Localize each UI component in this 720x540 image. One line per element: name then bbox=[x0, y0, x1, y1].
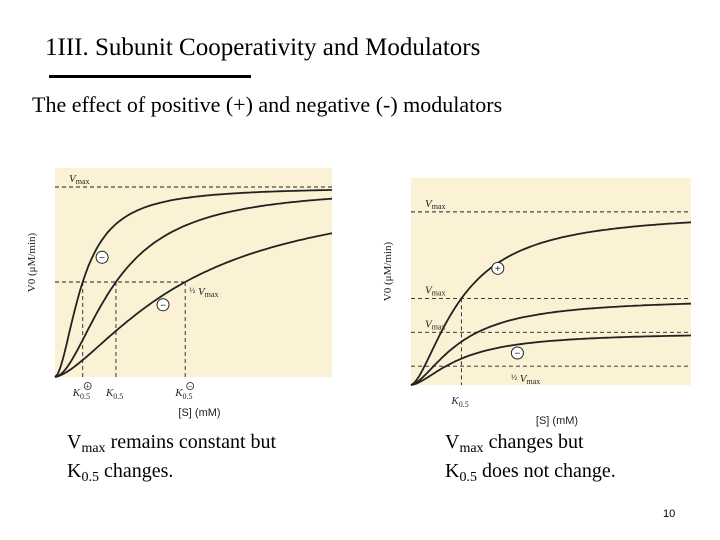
chart1-k-mark-sign: + bbox=[86, 384, 90, 391]
caption-right-text2: does not change. bbox=[476, 460, 616, 482]
chart2-curve-positive-modulator bbox=[410, 221, 692, 386]
chart2-modulator-sign: + bbox=[495, 264, 501, 275]
chart1-modulator-sign: − bbox=[160, 300, 166, 311]
chart1-half-vmax-label: ½ Vmax bbox=[189, 286, 218, 299]
chart1-plot-area bbox=[55, 168, 332, 377]
caption-right-v: V bbox=[445, 431, 460, 453]
chart1-k-tick-label: K0.5 bbox=[174, 387, 192, 401]
chart2-curve-negative-modulator bbox=[410, 334, 691, 386]
chart1-modulator-marker bbox=[95, 250, 109, 264]
caption-left-k: K bbox=[67, 460, 82, 482]
caption-left-text1: remains constant but bbox=[105, 431, 277, 453]
caption-left-v: V bbox=[67, 431, 82, 453]
chart1-y-axis-label: V0 (μM/min) bbox=[26, 232, 38, 292]
chart1-k-tick-label: K0.5 bbox=[105, 387, 123, 401]
chart1-k-mark-circle bbox=[186, 382, 195, 390]
chart2-vmax-label: Vmax bbox=[425, 284, 446, 297]
chart2-y-axis-label: V0 (μM/min) bbox=[382, 241, 394, 301]
chart2-vmax-label: Vmax bbox=[425, 198, 446, 211]
title-underline bbox=[49, 75, 251, 78]
caption-right: Vmax changes but K0.5 does not change. bbox=[445, 429, 616, 487]
chart1-modulator-marker bbox=[156, 298, 170, 312]
chart2-vmax-label: Vmax bbox=[425, 318, 446, 331]
chart1-k-tick-label: K0.5 bbox=[72, 387, 90, 401]
chart1-modulator-sign: − bbox=[99, 253, 105, 264]
chart2-modulator-sign: − bbox=[514, 349, 520, 360]
chart1-vmax-label: Vmax bbox=[69, 173, 90, 186]
chart2-plot-area bbox=[411, 178, 691, 385]
caption-left: Vmax remains constant but K0.5 changes. bbox=[67, 429, 276, 487]
chart2-curve-no-modulator bbox=[410, 302, 691, 386]
chart2-k-tick-label: K0.5 bbox=[450, 395, 468, 409]
page-number: 10 bbox=[663, 508, 676, 520]
chart2-modulator-marker bbox=[510, 346, 524, 360]
chart1-curve-no-modulator bbox=[54, 197, 333, 378]
caption-right-v-sub: max bbox=[459, 441, 484, 456]
slide-subtitle: The effect of positive (+) and negative … bbox=[32, 92, 503, 117]
caption-right-k-sub: 0.5 bbox=[459, 470, 477, 485]
chart2-x-axis-label: [S] (mM) bbox=[536, 415, 578, 427]
slide-title: 1III. Subunit Cooperativity and Modulato… bbox=[45, 34, 481, 61]
chart1-k-mark-sign: − bbox=[188, 384, 192, 391]
chart2-half-vmax-label: ½ Vmax bbox=[511, 373, 540, 386]
caption-left-text2: changes. bbox=[98, 460, 174, 482]
chart2-modulator-marker bbox=[491, 261, 505, 275]
chart1-k-mark-circle bbox=[83, 382, 92, 390]
caption-left-k-sub: 0.5 bbox=[81, 470, 99, 485]
chart1-x-axis-label: [S] (mM) bbox=[178, 407, 220, 419]
caption-right-text1: changes but bbox=[483, 431, 584, 453]
caption-left-v-sub: max bbox=[81, 441, 106, 456]
chart1-curve-negative-modulator bbox=[54, 232, 333, 378]
caption-right-k: K bbox=[445, 460, 460, 482]
chart1-curve-positive-modulator bbox=[54, 189, 332, 378]
